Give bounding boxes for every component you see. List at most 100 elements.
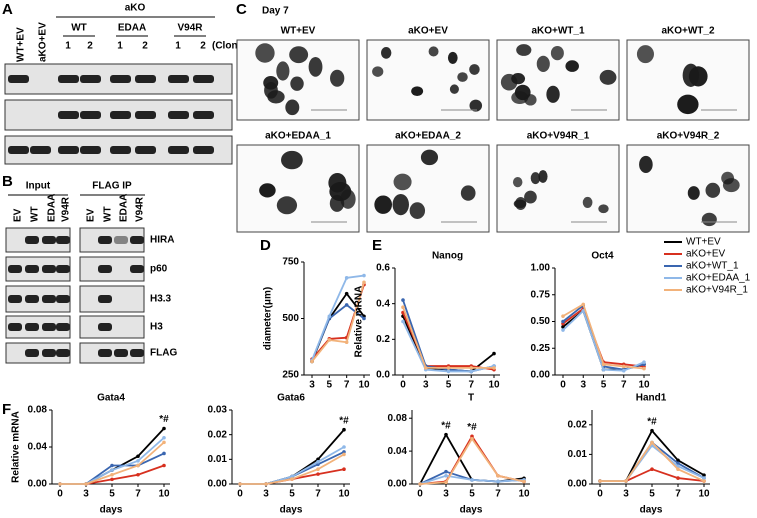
y-tick-label: 0.4 [376,298,390,309]
image-label: aKO+EDAA_1 [265,131,331,142]
blot-band [80,75,101,83]
series-line [600,441,705,482]
micrograph [496,144,620,233]
blot-band [25,295,39,303]
blot-band [135,75,156,83]
data-point [110,463,114,468]
data-point [316,460,320,464]
x-tick-label: 5 [327,380,333,391]
data-point [401,305,405,310]
data-point [470,434,474,439]
x-tick-label: 3 [443,489,449,500]
blot-band [130,349,144,357]
blot-band [193,75,214,83]
subgroup-label: V94R [177,23,203,34]
panel-letter: E [372,237,382,254]
band-label: HIRA [150,235,174,246]
colony [411,86,424,96]
annotation: *# [339,415,349,426]
data-point [444,480,448,485]
data-point [522,479,526,484]
blot-band [30,146,51,154]
blot-band [168,111,189,119]
lane-label: WT [30,206,41,222]
legend-label: aKO+EDAA_1 [686,273,751,284]
colony [546,85,560,103]
data-point [110,468,114,472]
data-point [598,479,602,483]
blot-band [193,111,214,119]
blot-band [25,349,39,357]
y-tick-label: 0.0 [376,370,390,381]
y-tick-label: 0.00 [208,479,228,490]
band-label: H3.3 [150,294,172,305]
x-tick-label: 5 [469,489,475,500]
data-point [136,472,140,477]
y-axis-label: diameter(μm) [263,287,274,350]
data-point [362,280,366,285]
data-point [162,440,166,445]
colony [255,43,275,63]
x-tick-label: 10 [518,489,530,500]
data-point [342,450,346,454]
clone-label: 1 [65,41,71,52]
data-point [561,325,565,329]
y-tick-label: 0.00 [531,370,551,381]
x-tick-label: 3 [83,489,89,500]
lane-label: WT [103,206,114,222]
colony [515,196,527,211]
data-point [470,436,474,441]
chart-title: Hand1 [636,393,667,404]
data-point [446,369,451,374]
image-label: aKO+EDAA_2 [395,131,461,142]
x-tick-label: 7 [675,489,681,500]
colony [340,189,356,209]
data-point [469,366,474,370]
data-point [676,476,680,480]
data-point [344,340,349,345]
x-tick-label: 0 [57,489,63,500]
data-point [702,479,706,483]
x-tick-label: 7 [135,489,141,500]
colony [636,45,654,64]
lane-label: EV [86,208,97,222]
data-point [581,309,586,313]
colony [682,63,700,87]
data-point [362,316,366,321]
colony [677,94,699,115]
blot-band [42,236,56,244]
x-tick-label: 5 [601,380,607,391]
series-line [311,282,365,363]
band-label: FLAG [150,348,177,359]
colony [565,60,579,72]
x-axis-label: days [640,505,663,516]
y-tick-label: 0.08 [28,405,48,416]
y-tick-label: 0.50 [531,316,551,327]
band-label: H3 [150,322,163,333]
colony [582,196,593,209]
y-tick-label: 0.2 [376,334,390,345]
blot-band [25,265,39,273]
blot-band [80,146,101,154]
data-point [264,482,268,486]
colony [289,46,309,64]
colony [538,170,548,183]
colony [469,64,480,75]
blot-band [114,349,128,357]
legend-label: aKO+WT_1 [686,261,739,272]
blot-band [56,236,70,244]
data-point [290,474,294,479]
blot-band [110,146,131,154]
blot-band [42,349,56,357]
data-point [496,479,500,484]
panel-letter: C [236,1,247,18]
blot-band [130,265,144,273]
input-label: Input [26,181,51,192]
lane-label: EV [13,208,24,222]
blot-band [56,265,70,273]
y-tick-label: 250 [282,370,299,381]
x-tick-label: 7 [495,489,501,500]
blot-band [8,323,22,331]
y-axis-label: Relative mRNA [354,286,365,358]
data-point [469,369,474,374]
